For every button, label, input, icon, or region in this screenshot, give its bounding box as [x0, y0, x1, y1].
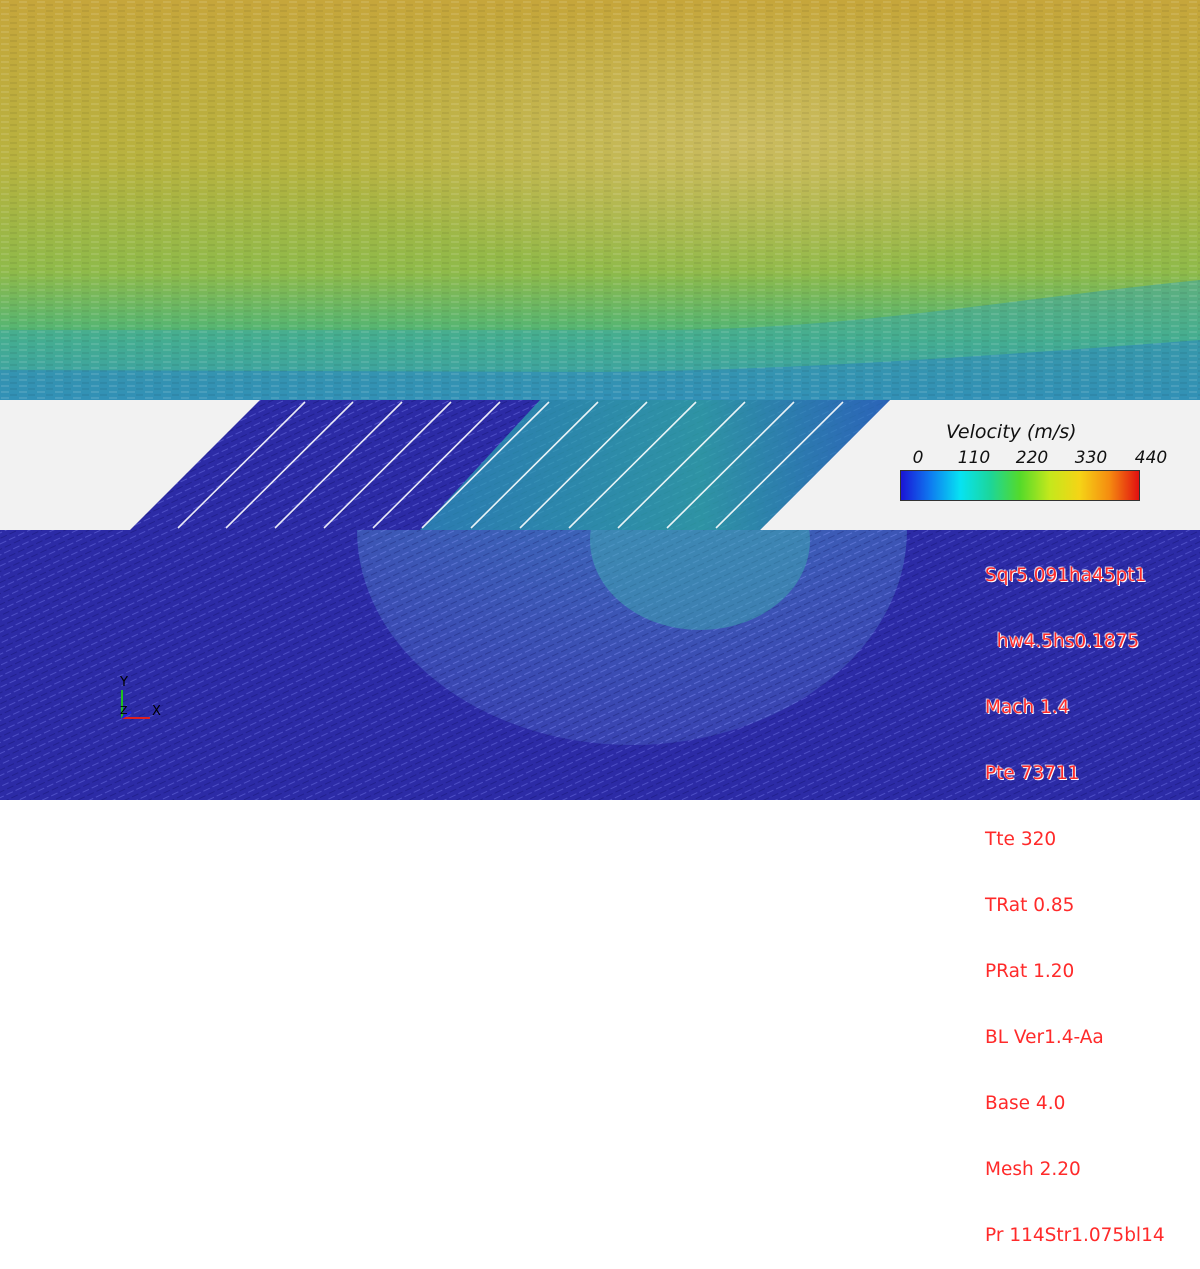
info-line: TRat 0.85 — [985, 895, 1075, 916]
info-line: hw4.5hs0.1875 — [985, 631, 1140, 652]
info-line: Tte 320 — [985, 829, 1057, 850]
legend-color-bar — [900, 470, 1140, 501]
axis-x-label: X — [152, 704, 161, 719]
legend-tick: 330 — [1074, 448, 1108, 468]
info-line: Pr 114Str1.075bl14 — [985, 1225, 1165, 1246]
info-line: PRat 1.20 — [985, 961, 1075, 982]
legend-title: Velocity (m/s) — [946, 421, 1077, 443]
info-line: Sqr5.091ha45pt1 — [985, 565, 1147, 586]
legend-tick: 440 — [1134, 448, 1168, 468]
info-line: BL Ver1.4-Aa — [985, 1027, 1104, 1048]
legend-tick: 220 — [1015, 448, 1049, 468]
info-line: Base 4.0 — [985, 1093, 1066, 1114]
axis-z-label: Z — [120, 704, 128, 717]
axes-triad — [121, 690, 150, 719]
info-line: Pte 73711 — [985, 763, 1080, 784]
info-line: Mesh 2.20 — [985, 1159, 1081, 1180]
legend-tick: 0 — [912, 448, 924, 468]
axis-y-label: Y — [120, 675, 128, 690]
info-line: Mach 1.4 — [985, 697, 1070, 718]
slot-lines — [177, 401, 844, 529]
legend-tick: 110 — [957, 448, 991, 468]
cfd-velocity-view — [0, 0, 1200, 800]
case-info: Sqr5.091ha45pt1 hw4.5hs0.1875 Mach 1.4 P… — [985, 521, 1165, 1269]
